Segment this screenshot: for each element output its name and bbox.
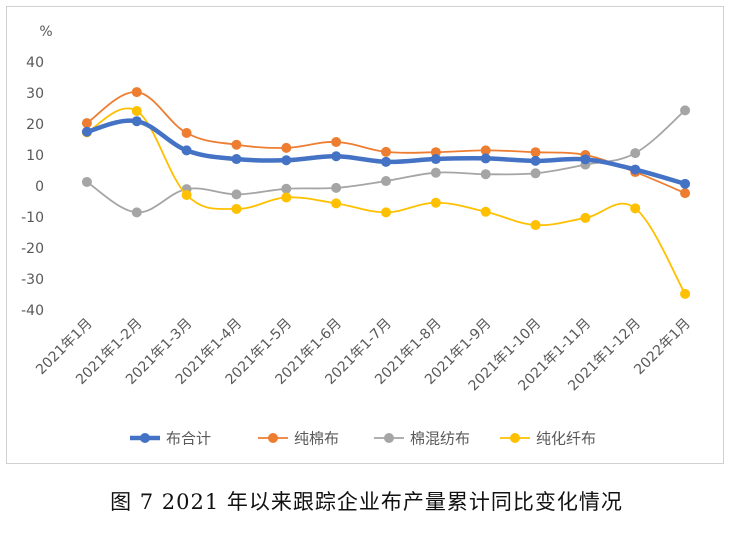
legend-label: 纯化纤布: [536, 430, 596, 448]
legend-swatch-marker: [268, 433, 278, 443]
y-tick-label: 0: [35, 179, 44, 195]
legend-swatch-marker: [140, 433, 150, 443]
data-point: [381, 207, 391, 218]
y-tick-label: 40: [26, 55, 44, 71]
data-point: [281, 192, 292, 203]
y-tick-label: -30: [21, 272, 44, 288]
data-point: [530, 168, 541, 179]
data-point: [430, 154, 441, 165]
data-point: [231, 154, 242, 165]
data-point: [430, 197, 441, 208]
data-point: [580, 154, 591, 165]
data-point: [480, 169, 491, 180]
data-point: [131, 87, 142, 98]
data-point: [630, 203, 641, 214]
data-point: [680, 178, 691, 189]
data-point: [381, 176, 391, 187]
data-point: [231, 203, 242, 214]
data-point: [81, 176, 92, 187]
figure-caption: 图 7 2021 年以来跟踪企业布产量累计同比变化情况: [110, 490, 623, 514]
data-point: [181, 127, 192, 138]
legend-swatch-marker: [510, 433, 520, 443]
data-point: [331, 151, 342, 162]
y-tick-label: 30: [26, 86, 44, 102]
data-point: [530, 220, 541, 231]
data-point: [131, 116, 142, 127]
data-point: [480, 206, 491, 217]
series-1: [81, 116, 691, 189]
y-tick-label: 10: [26, 148, 44, 164]
data-point: [281, 155, 292, 166]
series-4: [81, 105, 691, 299]
series-3: [81, 105, 691, 218]
y-tick-label: -20: [21, 241, 44, 257]
data-point: [81, 118, 92, 129]
data-point: [181, 189, 192, 200]
data-point: [630, 148, 641, 159]
data-point: [480, 153, 491, 164]
data-point: [381, 146, 391, 157]
y-tick-label: -40: [21, 303, 44, 319]
legend-swatch-marker: [384, 433, 394, 443]
data-point: [530, 155, 541, 166]
data-point: [530, 147, 541, 158]
data-point: [680, 105, 691, 116]
data-point: [630, 164, 641, 175]
y-tick-label: -10: [21, 210, 44, 226]
y-unit-label: %: [39, 24, 52, 40]
series-line: [86, 107, 686, 295]
data-point: [231, 189, 242, 200]
data-point: [131, 207, 142, 218]
data-point: [281, 183, 292, 194]
legend-label: 布合计: [166, 430, 211, 448]
legend-item: 纯棉布: [258, 430, 339, 448]
legend-label: 纯棉布: [294, 430, 339, 448]
data-point: [680, 188, 691, 199]
data-point: [281, 142, 292, 153]
data-point: [131, 105, 142, 116]
legend-item: 棉混纺布: [374, 430, 470, 448]
data-point: [480, 145, 491, 156]
data-point: [381, 156, 391, 167]
data-point: [331, 136, 342, 147]
data-point: [430, 167, 441, 178]
data-point: [580, 212, 591, 223]
data-point: [331, 182, 342, 193]
legend-item: 布合计: [130, 430, 211, 448]
legend-item: 纯化纤布: [500, 430, 596, 448]
data-point: [231, 139, 242, 150]
data-point: [680, 288, 691, 299]
legend-label: 棉混纺布: [410, 430, 470, 448]
data-point: [81, 126, 92, 137]
data-point: [331, 198, 342, 209]
y-tick-label: 20: [26, 117, 44, 133]
data-point: [181, 145, 192, 156]
chart-frame: [6, 6, 724, 464]
